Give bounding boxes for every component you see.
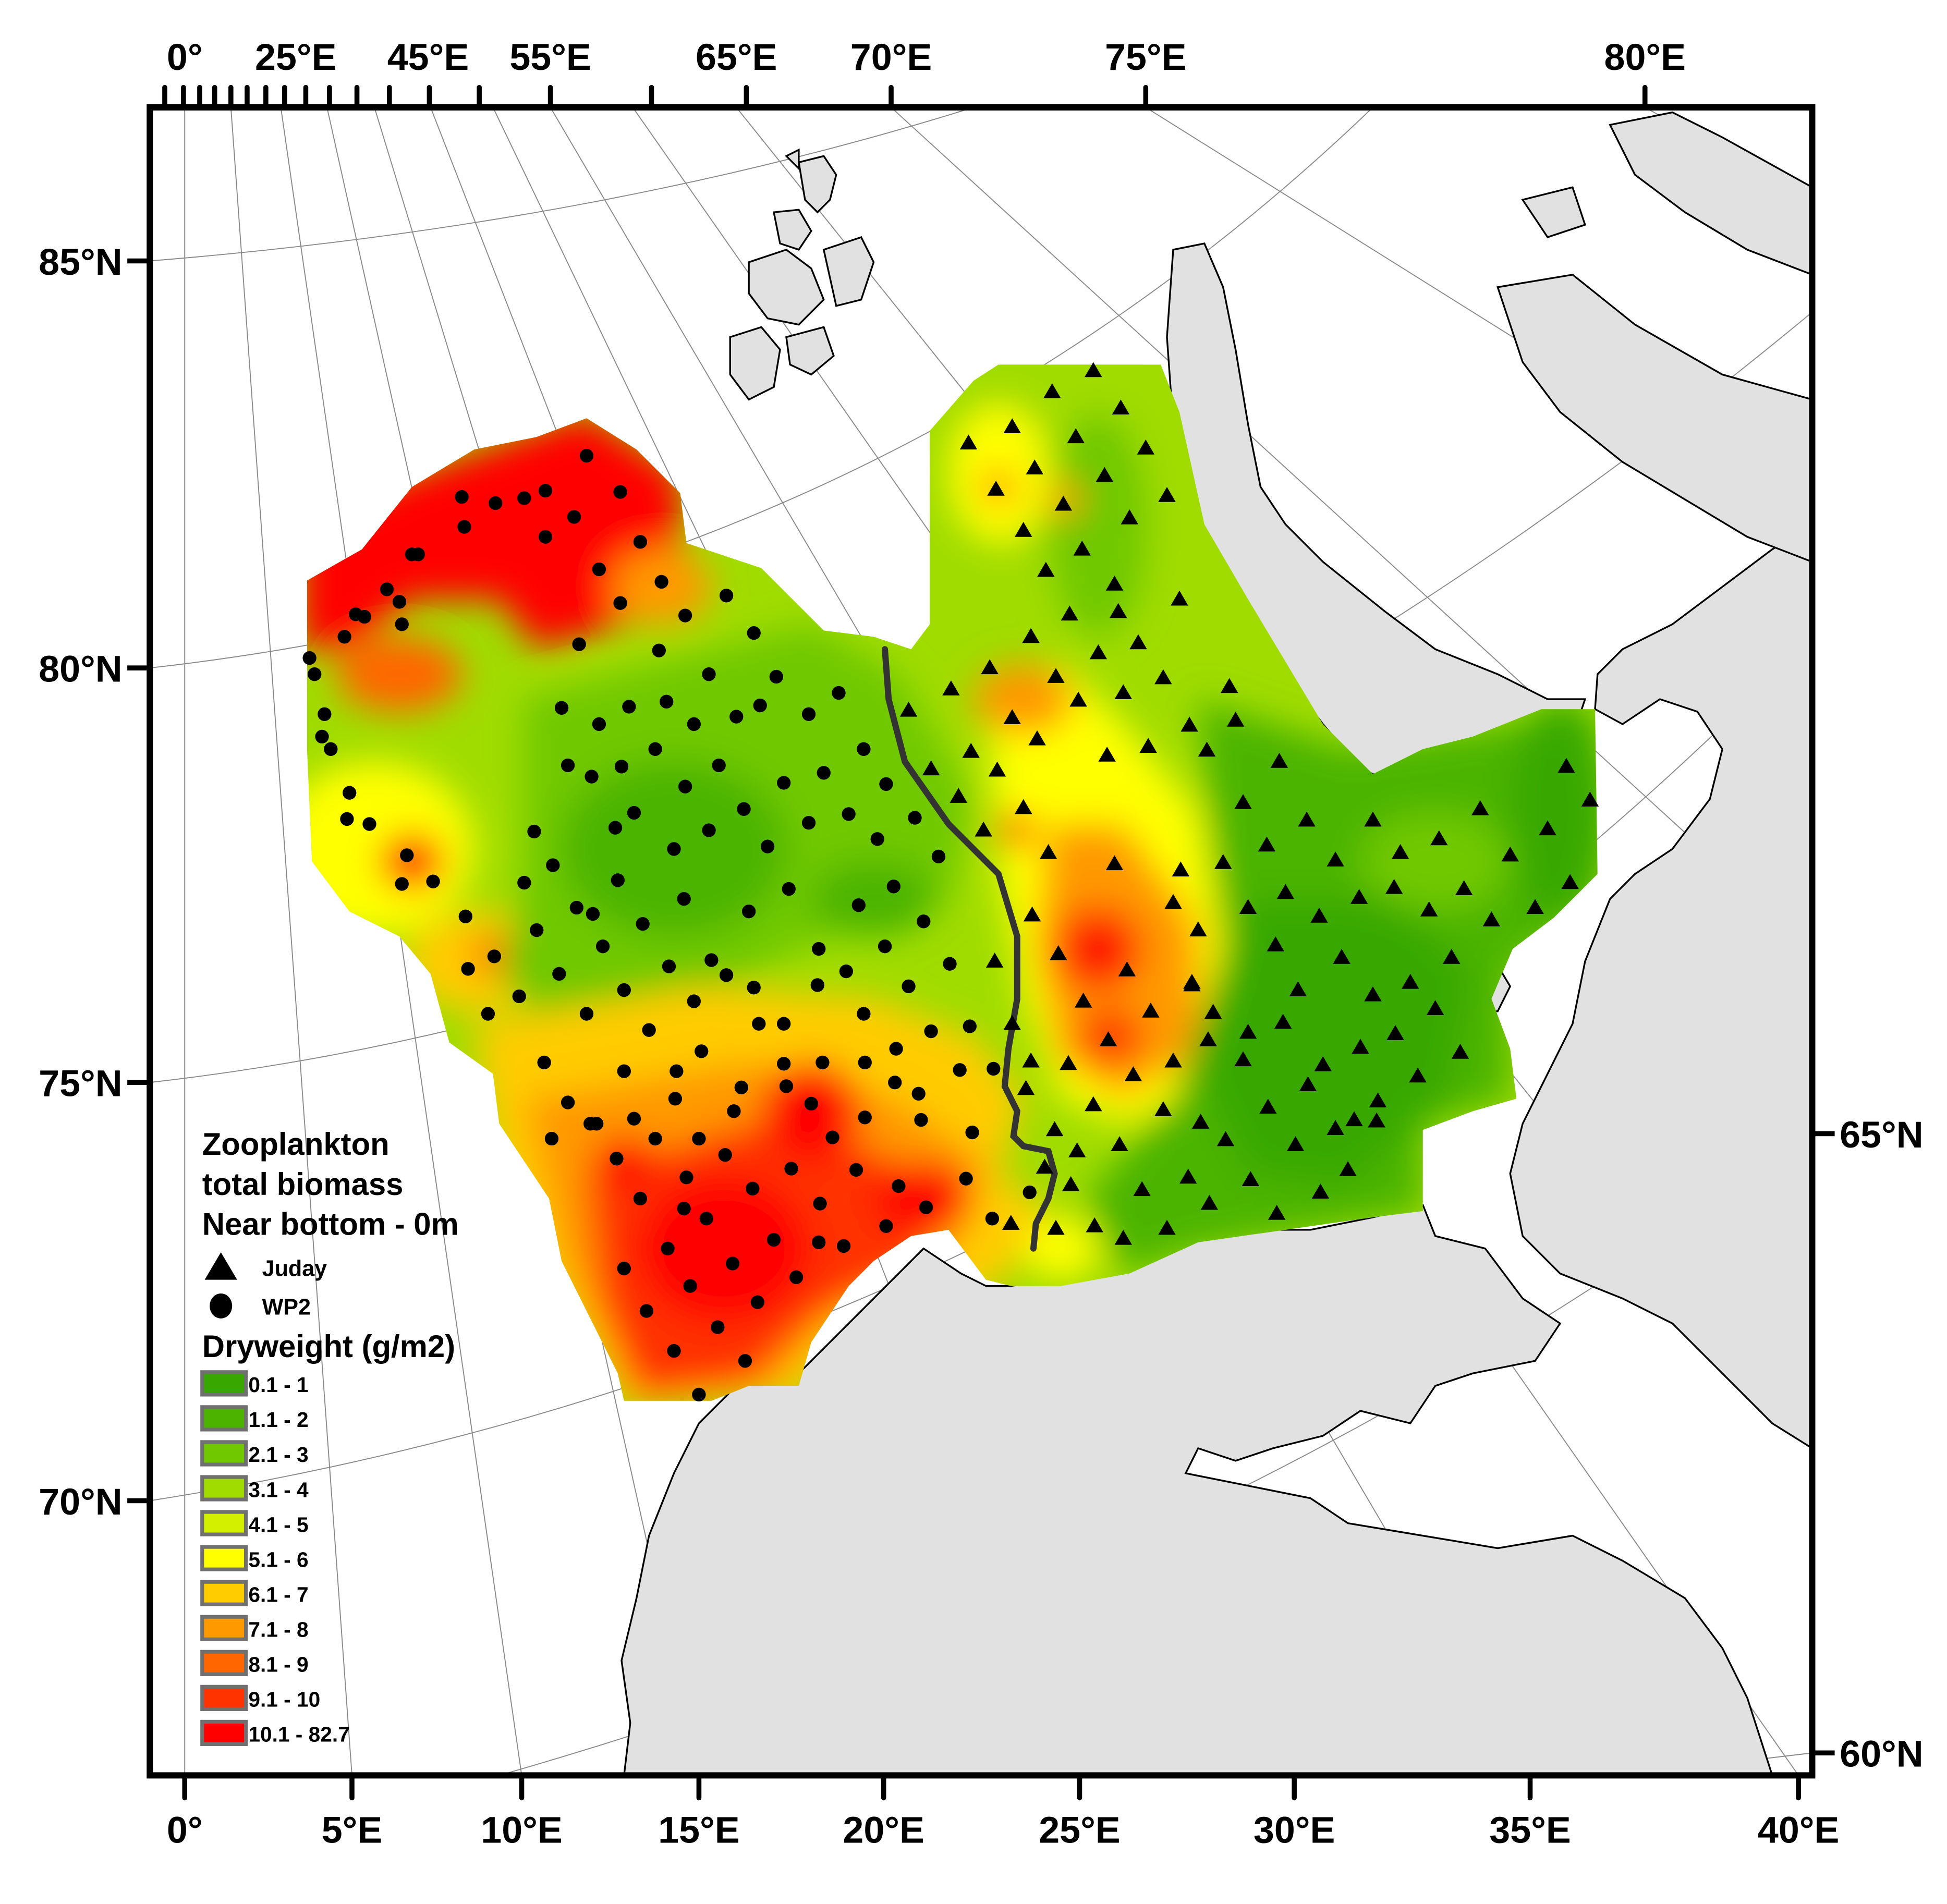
gydan-peninsula [1609,111,1812,276]
top-label-45e: 45°E [387,36,469,78]
legend-class-label: 0.1 - 1 [248,1373,308,1397]
bottom-label-10e: 10°E [481,1810,562,1851]
legend-class-label: 8.1 - 9 [248,1653,308,1677]
franz-josef-land-4 [822,236,875,307]
franz-josef-land-1 [797,155,837,214]
left-label-85n: 85°N [39,241,122,283]
top-label-75e: 75°E [1105,36,1186,78]
top-label-65e: 65°E [696,36,777,78]
legend-class-label: 10.1 - 82.7 [248,1723,349,1747]
top-label-25e: 25°E [255,36,336,78]
legend-scale-title: Dryweight (g/m2) [202,1329,455,1364]
franz-josef-land-3 [748,249,825,326]
bottom-label-40e: 40°E [1758,1810,1839,1851]
legend: Zooplankton total biomass Near bottom - … [200,1127,459,1747]
legend-class-label: 6.1 - 7 [248,1582,308,1606]
legend-class-label: 3.1 - 4 [248,1478,309,1502]
franz-josef-land-2 [773,209,812,251]
legend-class-5: 5.1 - 6 [200,1545,309,1571]
legend-title-line-1: Zooplankton [202,1127,390,1162]
map-panel [150,107,1812,1776]
legend-class-label: 5.1 - 6 [248,1547,308,1571]
top-label-0: 0° [167,36,203,78]
legend-class-4: 4.1 - 5 [200,1510,309,1536]
top-label-70e: 70°E [850,36,932,78]
legend-class-label: 9.1 - 10 [248,1688,320,1712]
franz-josef-land-7 [785,148,800,171]
gear-divider-line [882,646,1058,1252]
yamal-peninsula [1496,274,1812,563]
legend-classes: 0.1 - 1 1.1 - 2 2.1 - 3 3.1 - 4 4.1 - 5 … [200,1370,350,1747]
east-russia-land [1509,523,1812,1449]
legend-wp2-label: WP2 [262,1295,311,1320]
legend-class-6: 6.1 - 7 [200,1580,309,1606]
legend-class-label: 7.1 - 8 [248,1618,308,1642]
legend-class-label: 2.1 - 3 [248,1443,308,1467]
bottom-label-15e: 15°E [658,1810,739,1851]
juday-triangle-icon [204,1252,237,1280]
legend-class-8: 8.1 - 9 [200,1650,309,1677]
left-label-70n: 70°N [39,1481,122,1523]
bottom-label-30e: 30°E [1254,1810,1335,1851]
top-ticks [162,84,1648,110]
legend-title-line-2: total biomass [202,1167,404,1202]
legend-class-1: 1.1 - 2 [200,1405,309,1432]
right-ticks [1812,1131,1835,1756]
wp2-stations [302,448,1037,1402]
legend-class-label: 1.1 - 2 [248,1408,308,1432]
bottom-label-5e: 5°E [322,1810,383,1851]
legend-class-3: 3.1 - 4 [200,1475,309,1502]
right-label-60n: 60°N [1840,1734,1923,1775]
wp2-circle-icon [210,1293,233,1319]
map-frame [147,104,1816,1779]
franz-josef-land-6 [785,326,835,376]
left-label-80n: 80°N [39,649,122,690]
legend-class-2: 2.1 - 3 [200,1440,309,1467]
juday-stations [899,362,1599,1245]
far-east-island [1521,186,1586,238]
bottom-label-35e: 35°E [1489,1810,1571,1851]
legend-juday-label: Juday [262,1256,327,1281]
legend-class-9: 9.1 - 10 [200,1685,320,1712]
top-label-55e: 55°E [509,36,591,78]
legend-class-10: 10.1 - 82.7 [200,1719,350,1747]
right-axis-labels: 65°N 60°N [1840,1114,1923,1775]
bottom-label-20e: 20°E [843,1810,924,1851]
left-ticks [127,258,150,1504]
bottom-axis-labels: 0° 5°E 10°E 15°E 20°E 25°E 30°E 35°E 40°… [167,1810,1839,1851]
legend-title-line-3: Near bottom - 0m [202,1206,459,1241]
bottom-ticks [182,1773,1801,1801]
franz-josef-land-5 [729,326,781,401]
legend-class-7: 7.1 - 8 [200,1615,309,1642]
bottom-label-0: 0° [167,1810,203,1851]
left-label-75n: 75°N [39,1063,122,1105]
left-axis-labels: 85°N 80°N 75°N 70°N [39,241,122,1523]
bottom-label-25e: 25°E [1039,1810,1120,1851]
top-label-80e: 80°E [1604,36,1686,78]
right-label-65n: 65°N [1840,1114,1923,1156]
legend-class-0: 0.1 - 1 [200,1370,309,1397]
legend-class-label: 4.1 - 5 [248,1512,308,1536]
top-axis-labels: 0° 25°E 45°E 55°E 65°E 70°E 75°E 80°E [167,36,1686,78]
